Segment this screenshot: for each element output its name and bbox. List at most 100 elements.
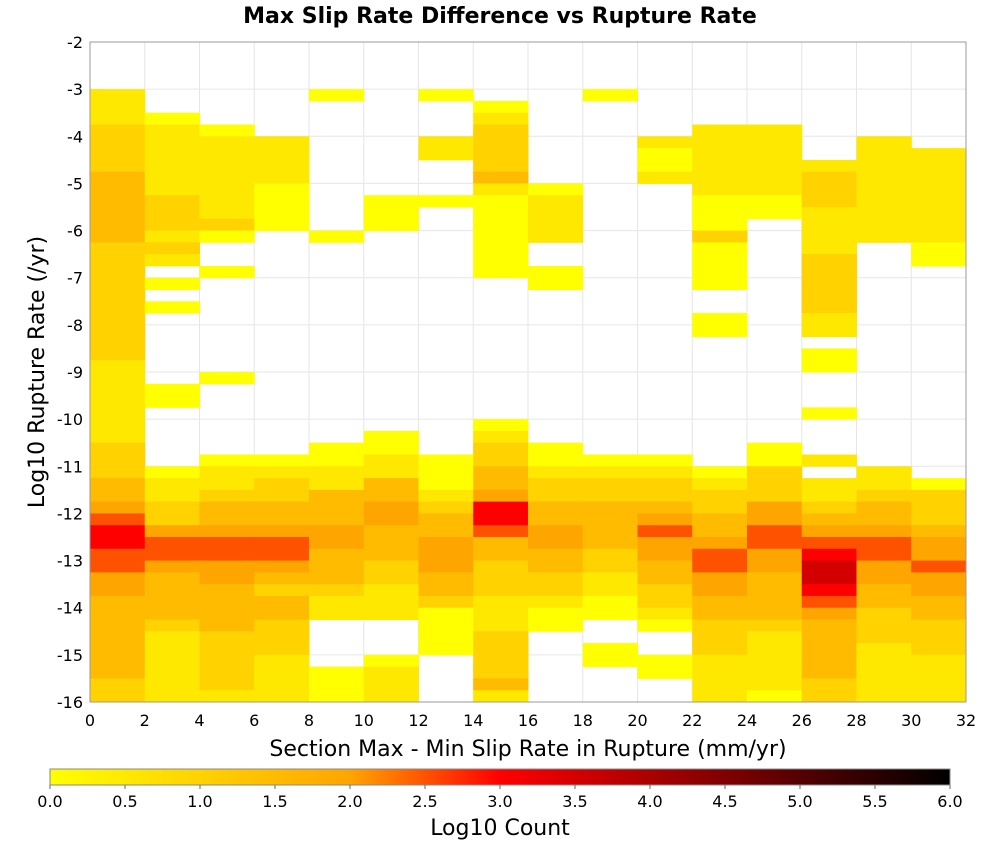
heatmap-cell bbox=[856, 207, 912, 220]
y-tick-label: -12 bbox=[57, 504, 83, 523]
y-tick-label: -7 bbox=[67, 269, 83, 288]
heatmap-cell bbox=[90, 489, 146, 503]
heatmap-cell bbox=[90, 313, 146, 326]
heatmap-cell bbox=[692, 560, 748, 573]
heatmap-cell bbox=[801, 654, 857, 668]
heatmap-cell bbox=[528, 513, 584, 526]
heatmap-cell bbox=[637, 489, 693, 503]
heatmap-cell bbox=[637, 537, 693, 550]
heatmap-cell bbox=[747, 678, 803, 691]
heatmap-cell bbox=[637, 136, 693, 149]
heatmap-cell bbox=[473, 454, 529, 467]
heatmap-cell bbox=[911, 607, 967, 620]
heatmap-cell bbox=[637, 148, 693, 161]
heatmap-cell bbox=[473, 537, 529, 550]
x-tick-label: 10 bbox=[354, 711, 374, 730]
heatmap-cell bbox=[144, 195, 200, 208]
heatmap-cell bbox=[528, 619, 584, 632]
heatmap-cell bbox=[856, 195, 912, 208]
heatmap-cell bbox=[692, 548, 748, 562]
y-tick-label: -13 bbox=[57, 552, 83, 571]
heatmap-cell bbox=[856, 478, 912, 491]
heatmap-cell bbox=[911, 218, 967, 232]
heatmap-cell bbox=[309, 525, 365, 538]
heatmap-cell bbox=[747, 513, 803, 526]
heatmap-cell bbox=[692, 265, 748, 279]
heatmap-cell bbox=[199, 230, 255, 243]
heatmap-cell bbox=[90, 607, 146, 620]
heatmap-cell bbox=[254, 207, 310, 220]
heatmap-cell bbox=[90, 112, 146, 125]
heatmap-cell bbox=[528, 489, 584, 503]
heatmap-cell bbox=[254, 136, 310, 149]
heatmap-cell bbox=[90, 383, 146, 397]
heatmap-cell bbox=[692, 171, 748, 184]
heatmap-cell bbox=[309, 442, 365, 455]
heatmap-cell bbox=[363, 489, 419, 503]
heatmap-cell bbox=[199, 631, 255, 644]
heatmap-cell bbox=[363, 690, 419, 703]
x-tick-label: 14 bbox=[463, 711, 483, 730]
heatmap-cell bbox=[254, 690, 310, 703]
heatmap-cell bbox=[473, 148, 529, 161]
heatmap-cell bbox=[801, 607, 857, 620]
heatmap-cell bbox=[473, 419, 529, 432]
heatmap-cell bbox=[199, 595, 255, 609]
heatmap-cell bbox=[254, 584, 310, 597]
heatmap-cell bbox=[144, 159, 200, 173]
heatmap-cell bbox=[144, 254, 200, 267]
heatmap-cell bbox=[856, 654, 912, 668]
heatmap-cell bbox=[747, 690, 803, 703]
colorbar-tick-label: 6.0 bbox=[937, 792, 962, 811]
heatmap-cell bbox=[90, 548, 146, 562]
y-tick-label: -5 bbox=[67, 174, 83, 193]
heatmap-cell bbox=[801, 584, 857, 597]
heatmap-cell bbox=[254, 666, 310, 679]
heatmap-cell bbox=[309, 690, 365, 703]
y-tick-label: -10 bbox=[57, 410, 83, 429]
heatmap-cell bbox=[473, 525, 529, 538]
heatmap-cell bbox=[90, 537, 146, 550]
heatmap-cell bbox=[473, 678, 529, 691]
heatmap-cell bbox=[801, 478, 857, 491]
heatmap-cell bbox=[199, 466, 255, 479]
x-tick-label: 2 bbox=[140, 711, 150, 730]
heatmap-cell bbox=[801, 548, 857, 562]
heatmap-cell bbox=[90, 654, 146, 668]
heatmap-cell bbox=[418, 466, 474, 479]
heatmap-cell bbox=[911, 489, 967, 503]
heatmap-cell bbox=[582, 584, 638, 597]
heatmap-cell bbox=[692, 678, 748, 691]
heatmap-cell bbox=[254, 572, 310, 585]
heatmap-cell bbox=[144, 301, 200, 314]
heatmap-cell bbox=[747, 584, 803, 597]
heatmap-cell bbox=[856, 501, 912, 514]
y-tick-label: -16 bbox=[57, 693, 83, 712]
heatmap-cell bbox=[363, 678, 419, 691]
heatmap-cell bbox=[856, 548, 912, 562]
heatmap-cell bbox=[528, 454, 584, 467]
heatmap-cell bbox=[90, 643, 146, 656]
heatmap-cell bbox=[254, 183, 310, 196]
heatmap-cell bbox=[528, 207, 584, 220]
y-tick-label: -14 bbox=[57, 599, 83, 618]
heatmap-cell bbox=[363, 584, 419, 597]
heatmap-cell bbox=[199, 537, 255, 550]
heatmap-cell bbox=[90, 242, 146, 255]
heatmap-cell bbox=[856, 171, 912, 184]
heatmap-cell bbox=[911, 478, 967, 491]
heatmap-cell bbox=[747, 666, 803, 679]
x-axis-ticks: 0 2 4 6 8 10 12 14 16 18 20 22 24 26 28 30 32 bbox=[85, 711, 976, 730]
heatmap-cell bbox=[90, 195, 146, 208]
heatmap-cell bbox=[254, 619, 310, 632]
heatmap-cell bbox=[254, 643, 310, 656]
heatmap-cell bbox=[747, 525, 803, 538]
heatmap-cell bbox=[90, 136, 146, 149]
heatmap-cell bbox=[473, 159, 529, 173]
heatmap-cell bbox=[90, 466, 146, 479]
heatmap-cell bbox=[801, 218, 857, 232]
heatmap-cell bbox=[473, 195, 529, 208]
heatmap-cell bbox=[418, 619, 474, 632]
heatmap-cell bbox=[637, 607, 693, 620]
